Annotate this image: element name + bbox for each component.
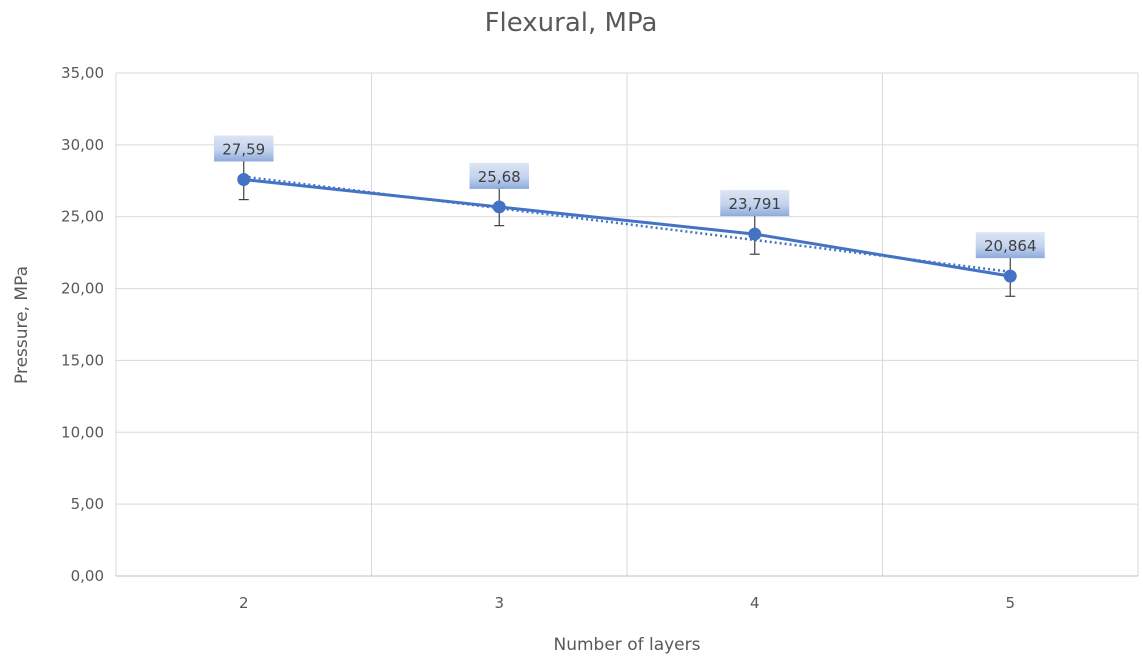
data-label-box (720, 190, 790, 217)
y-axis-title: Pressure, MPa (12, 266, 32, 384)
data-point (492, 200, 506, 214)
y-tick-label: 15,00 (61, 351, 104, 369)
data-label-box (214, 135, 274, 162)
data-point (237, 172, 251, 186)
x-axis-title: Number of layers (554, 635, 701, 655)
series-line (243, 178, 1011, 278)
y-tick-label: 30,00 (61, 136, 104, 154)
chart-title: Flexural, MPa (485, 8, 658, 38)
y-tick-label: 25,00 (61, 208, 104, 226)
x-tick-label: 2 (239, 594, 249, 612)
data-label: 23,791 (729, 195, 782, 213)
data-labels: 27,59 25,68 23,791 20,864 (214, 135, 1045, 259)
trendline-layer (243, 175, 1011, 273)
data-label: 20,864 (984, 237, 1037, 255)
gridlines (115, 72, 1139, 576)
data-label: 27,59 (222, 140, 265, 158)
data-label-box (469, 162, 529, 189)
data-point (1003, 269, 1017, 283)
trendline (243, 175, 1011, 273)
data-point (748, 227, 762, 241)
data-label-box (975, 232, 1045, 259)
x-tick-label: 5 (1005, 594, 1015, 612)
y-tick-label: 5,00 (71, 495, 104, 513)
y-tick-label: 20,00 (61, 280, 104, 298)
data-label: 25,68 (478, 168, 521, 186)
y-tick-label: 10,00 (61, 423, 104, 441)
y-tick-label: 0,00 (71, 567, 104, 585)
y-tick-label: 35,00 (61, 64, 104, 82)
x-tick-label: 3 (494, 594, 504, 612)
x-tick-label: 4 (750, 594, 760, 612)
